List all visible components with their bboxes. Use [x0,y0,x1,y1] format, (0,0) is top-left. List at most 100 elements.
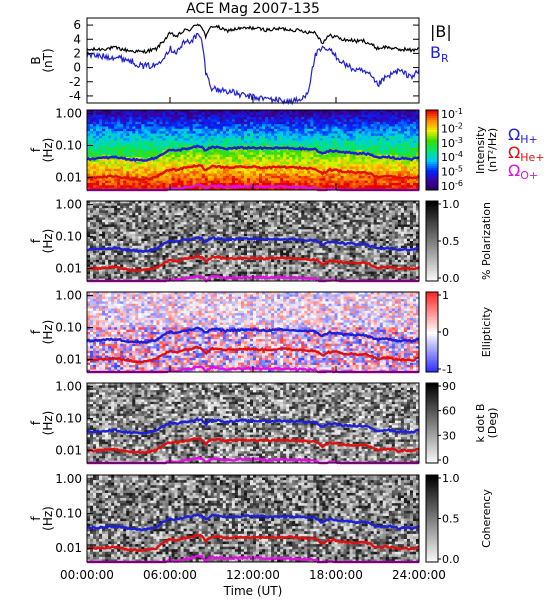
intensity-cell [377,115,380,118]
polarization-cell [102,272,105,275]
polarization-cell [105,227,108,230]
intensity-cell [217,152,220,155]
intensity-cell [162,164,165,167]
intensity-cell [338,159,341,162]
polarization-cell [138,253,141,256]
intensity-cell [389,136,392,139]
polarization-cell [141,276,144,279]
intensity-cell [274,131,277,134]
intensity-cell [253,176,256,179]
intensity-cell [120,131,123,134]
polarization-cell [178,253,181,256]
intensity-cell [111,152,114,155]
intensity-cell [241,178,244,181]
intensity-cell [168,145,171,148]
polarization-cell [178,248,181,251]
intensity-cell [374,152,377,155]
intensity-cell [147,119,150,122]
polarization-cell [159,255,162,258]
intensity-cell [241,136,244,139]
intensity-cell [132,185,135,188]
intensity-cell [274,162,277,165]
polarization-cell [96,203,99,206]
intensity-panel: 1.000.100.01f(Hz)10-110-210-310-410-510-… [29,107,499,193]
intensity-cell [205,117,208,120]
intensity-cell [338,155,341,158]
intensity-cell [120,134,123,137]
intensity-cell [292,112,295,115]
intensity-cell [316,124,319,127]
intensity-cell [156,166,159,169]
polarization-cell [93,222,96,225]
intensity-cell [120,122,123,125]
polarization-cell [99,253,102,256]
intensity-cell [304,150,307,153]
intensity-cell [359,141,362,144]
intensity-cell [304,124,307,127]
intensity-cell [283,112,286,115]
polarization-cell [126,210,129,213]
intensity-cell [96,164,99,167]
polarization-cell [126,257,129,260]
intensity-cell [262,155,265,158]
legend-o-sub: O+ [520,169,538,182]
intensity-cell [187,174,190,177]
intensity-cell [289,143,292,146]
intensity-cell [347,176,350,179]
intensity-cell [244,126,247,129]
intensity-cell [353,122,356,125]
intensity-cell [120,126,123,129]
intensity-cell [341,131,344,134]
intensity-cell [310,164,313,167]
intensity-cell [347,162,350,165]
intensity-cell [404,117,407,120]
polarization-cell [184,267,187,270]
intensity-cell [220,131,223,134]
polarization-cell [126,241,129,244]
intensity-cell [165,129,168,132]
polarization-cell [93,276,96,279]
intensity-cell [114,152,117,155]
intensity-cell [181,141,184,144]
polarization-cell [111,272,114,275]
polarization-cell [96,262,99,265]
intensity-cell [111,181,114,184]
intensity-cell [316,166,319,169]
intensity-cell [365,129,368,132]
intensity-cell [150,117,153,120]
intensity-cell [247,150,250,153]
intensity-cell [338,174,341,177]
intensity-cell [301,115,304,118]
polarization-cell [102,236,105,239]
intensity-cell [280,143,283,146]
polarization-cell [135,215,138,218]
intensity-cell [184,162,187,165]
intensity-cell [226,171,229,174]
polarization-cell [135,265,138,268]
intensity-cell [102,148,105,151]
intensity-cell [383,119,386,122]
intensity-cell [256,138,259,141]
polarization-cell [153,239,156,242]
intensity-cell [138,115,141,118]
intensity-cell [205,141,208,144]
intensity-cell [232,117,235,120]
intensity-cell [184,112,187,115]
intensity-cell [123,124,126,127]
intensity-cell [344,126,347,129]
intensity-cell [319,129,322,132]
legend-o-plus: ΩO+ [508,161,538,182]
intensity-cell [93,141,96,144]
intensity-cell [383,136,386,139]
intensity-cell [87,124,90,127]
intensity-cell [211,162,214,165]
intensity-cell [141,115,144,118]
intensity-cell [226,141,229,144]
intensity-cell [147,166,150,169]
intensity-cell [271,152,274,155]
intensity-cell [147,148,150,151]
polarization-cell [144,262,147,265]
intensity-cell [404,183,407,186]
intensity-cell [105,143,108,146]
intensity-cell [395,183,398,186]
